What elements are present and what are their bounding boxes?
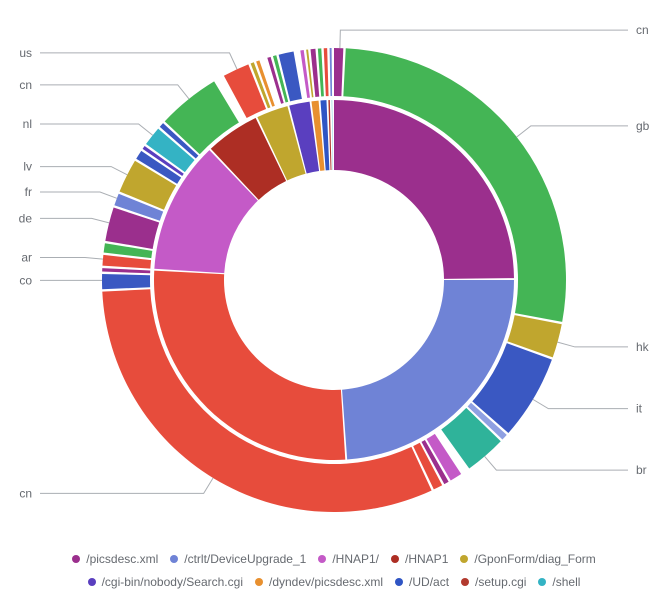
donut-slice: [279, 52, 302, 102]
donut-slice: [324, 48, 329, 96]
label-leader: [40, 257, 103, 259]
legend-swatch: [461, 578, 469, 586]
slice-label: ar: [21, 250, 32, 264]
slice-label: cn: [636, 23, 649, 37]
legend-item[interactable]: /HNAP1: [391, 548, 448, 571]
label-leader: [40, 53, 237, 69]
legend-swatch: [170, 555, 178, 563]
legend-label: /picsdesc.xml: [86, 552, 158, 566]
legend-item[interactable]: /cgi-bin/nobody/Search.cgi: [88, 571, 243, 594]
slice-label: lv: [23, 160, 32, 174]
legend-item[interactable]: /dyndev/picsdesc.xml: [255, 571, 383, 594]
legend-item[interactable]: /picsdesc.xml: [72, 548, 158, 571]
chart-legend: /picsdesc.xml/ctrlt/DeviceUpgrade_1/HNAP…: [0, 548, 668, 594]
legend-swatch: [395, 578, 403, 586]
legend-item[interactable]: /setup.cgi: [461, 571, 526, 594]
label-leader: [340, 30, 628, 48]
slice-label: de: [19, 211, 33, 225]
legend-swatch: [318, 555, 326, 563]
legend-label: /GponForm/diag_Form: [474, 552, 595, 566]
slice-label: co: [19, 273, 32, 287]
legend-label: /setup.cgi: [475, 575, 526, 589]
legend-item[interactable]: /shell: [538, 571, 580, 594]
slice-label: fr: [25, 185, 32, 199]
legend-item[interactable]: /HNAP1/: [318, 548, 379, 571]
label-leader: [40, 124, 153, 135]
label-leader: [40, 218, 109, 222]
label-leader: [558, 342, 628, 347]
legend-label: /UD/act: [409, 575, 449, 589]
double-donut-chart: cn gb hk it br us cn nl lv fr de ar co cn: [0, 0, 668, 540]
label-leader: [40, 167, 127, 175]
slice-label: nl: [23, 117, 32, 131]
label-leader: [533, 399, 628, 408]
legend-swatch: [538, 578, 546, 586]
legend-label: /cgi-bin/nobody/Search.cgi: [102, 575, 243, 589]
label-leader: [517, 126, 628, 137]
legend-label: /ctrlt/DeviceUpgrade_1: [184, 552, 306, 566]
legend-swatch: [72, 555, 80, 563]
slice-label: gb: [636, 119, 650, 133]
legend-swatch: [88, 578, 96, 586]
legend-label: /shell: [552, 575, 580, 589]
donut-slice: [102, 268, 150, 273]
label-leader: [40, 192, 117, 198]
legend-swatch: [391, 555, 399, 563]
legend-label: /HNAP1: [405, 552, 448, 566]
legend-label: /dyndev/picsdesc.xml: [269, 575, 383, 589]
label-leader: [485, 456, 628, 470]
slice-label: it: [636, 402, 643, 416]
donut-slice: [332, 100, 333, 170]
legend-item[interactable]: /UD/act: [395, 571, 449, 594]
donut-slice: [330, 48, 332, 96]
donut-slice: [318, 48, 324, 96]
slice-label: hk: [636, 340, 650, 354]
slice-label: cn: [19, 78, 32, 92]
legend-swatch: [460, 555, 468, 563]
label-leader: [40, 478, 213, 493]
slice-label: cn: [19, 486, 32, 500]
label-leader: [40, 85, 189, 99]
slice-label: us: [19, 46, 32, 60]
legend-swatch: [255, 578, 263, 586]
donut-slice: [334, 48, 343, 96]
legend-item[interactable]: /GponForm/diag_Form: [460, 548, 595, 571]
legend-label: /HNAP1/: [332, 552, 379, 566]
donut-slice: [102, 274, 150, 289]
slice-label: br: [636, 463, 647, 477]
legend-item[interactable]: /ctrlt/DeviceUpgrade_1: [170, 548, 306, 571]
